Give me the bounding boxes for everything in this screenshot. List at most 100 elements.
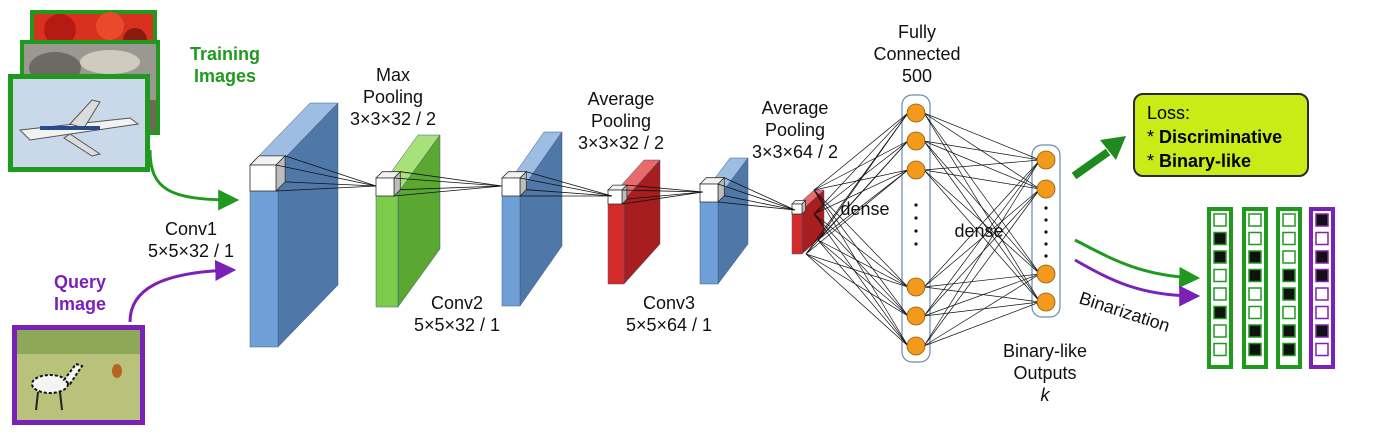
conv3-block-front [699,197,719,285]
kernel-connection-line [275,185,377,192]
avgpool1-label: Average Pooling 3×3×32 / 2 [566,88,676,154]
dense-connection-line [813,189,909,317]
binary-code-1 [1207,207,1233,369]
fc-node [906,306,926,326]
dense-connection-line [923,169,1041,303]
bit-one [1248,268,1262,283]
dense-connection-line [813,189,909,347]
dense-connection-line [923,188,1041,347]
maxpool-label: Max Pooling 3×3×32 / 2 [338,64,448,130]
bit-zero [1213,342,1227,357]
kernel-connection-line [526,171,613,197]
query-label-line2: Image [53,294,107,314]
kernel-connection-line [724,177,796,211]
dense-connection-line [923,159,1041,347]
fc-node [906,336,926,356]
dense-connection-line [923,286,1041,303]
outputs-name2: Outputs [1013,363,1077,383]
binary-code-4 [1309,207,1335,369]
dense-label-2: dense [954,221,1004,241]
conv3-params: 5×5×64 / 1 [625,315,713,335]
fc-ellipsis-dot [914,242,918,246]
dense-connection-line [923,301,1041,347]
kernel-connection-line [393,177,503,187]
binarization-arrow-purple [1074,258,1201,307]
bit-one [1248,250,1262,264]
bit-one [1282,287,1296,301]
bit-one [1213,231,1227,246]
dense-connection-line [923,301,1041,317]
dense-connection-line [817,239,909,288]
dense-connection-line [813,213,909,317]
avgpool2-block-front [791,209,803,255]
loss-item-discriminative: * Discriminative [1147,125,1295,149]
conv2-label: Conv2 5×5×32 / 1 [402,292,512,336]
maxpool-block [375,134,441,308]
bit-zero [1213,287,1227,301]
fc-node [906,277,926,297]
dense-connection-line [923,273,1041,347]
query-image-label: Query Image [36,271,124,315]
output-ellipsis-dot [1044,206,1048,210]
maxpool-block-kernel-front [375,177,395,197]
binarization-label: Binarization [1077,288,1173,336]
bit-zero [1282,250,1296,264]
bit-zero [1315,287,1329,301]
dense-connection-line [923,112,1041,275]
avgpool1-params: 3×3×32 / 2 [577,133,665,153]
query-label-line1: Query [53,272,107,292]
bit-zero [1248,213,1262,227]
kernel-connection-line [400,185,503,191]
dense-connection-line [923,273,1041,288]
fc-name1: Fully [897,22,936,42]
dense-connection-line [923,112,1041,161]
conv2-block-kernel-front [501,177,521,197]
kernel-connection-line [526,189,613,197]
avgpool1-block-kernel-front [607,189,623,205]
dense-connection-line [805,253,909,288]
dense-connection-line [805,253,909,317]
dense-connection-line [817,239,909,347]
binary-code-2 [1242,207,1268,369]
loss-bullet: * [1147,127,1155,147]
dense-connection-line [813,213,909,347]
avgpool1-block [607,159,661,285]
loss-bullet: * [1147,151,1155,171]
training-label-line2: Images [193,66,257,86]
loss-item-binary-like: * Binary-like [1147,149,1295,173]
conv2-block-front [501,191,521,307]
output-layer-frame [1031,144,1061,318]
training-images-stack [8,10,160,172]
training-label-line1: Training [189,44,260,64]
dense-connection-line [817,239,909,317]
bit-one [1315,324,1329,338]
output-ellipsis-dot [1044,218,1048,222]
conv3-name: Conv3 [642,293,696,313]
avgpool1-name1: Average [587,89,655,109]
conv1-params: 5×5×32 / 1 [147,241,235,261]
dense-connection-line [813,112,909,215]
maxpool-name1: Max [375,65,410,85]
binary-code-3 [1276,207,1302,369]
conv2-name: Conv2 [430,293,484,313]
output-ellipsis-dot [1044,242,1048,246]
fc-layer-frame [901,94,931,363]
conv3-block [699,157,749,285]
dense-connection-line [923,140,1041,303]
conv1-label: Conv1 5×5×32 / 1 [136,218,246,262]
fc-units: 500 [901,66,933,86]
dense-connection-line [923,112,1041,190]
dense-connection-line [805,112,909,255]
dense-connection-line [923,140,1041,161]
fc-node [906,160,926,180]
bit-zero [1248,231,1262,246]
maxpool-block-front [375,192,399,308]
dense-connection-line [813,112,909,191]
training-arrow [148,149,240,211]
loss-arrow [1071,136,1126,180]
kernel-connection-line [400,171,503,187]
fc-ellipsis-dot [914,203,918,207]
query-arrow [128,259,237,323]
dense-connection-line [813,140,909,191]
avgpool2-params: 3×3×64 / 2 [751,142,839,162]
